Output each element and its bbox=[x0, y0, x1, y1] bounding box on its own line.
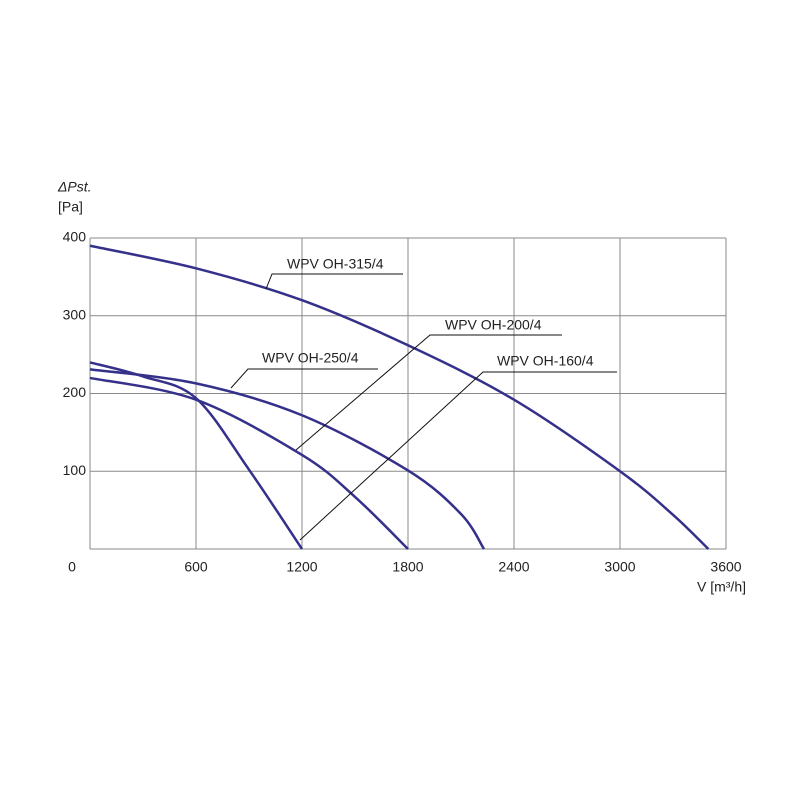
x-tick-label: 1800 bbox=[392, 559, 423, 575]
y-tick-label: 100 bbox=[63, 462, 87, 478]
label-leader bbox=[265, 273, 403, 290]
y-tick-label: 200 bbox=[63, 384, 87, 400]
fan-curve bbox=[89, 244, 710, 550]
label-leader bbox=[230, 368, 378, 389]
x-tick-label: 0 bbox=[68, 559, 76, 575]
y-axis-label: ΔPst. bbox=[57, 179, 92, 195]
x-tick-label: 2400 bbox=[498, 559, 529, 575]
x-tick-label: 1200 bbox=[286, 559, 317, 575]
x-tick-label: 3000 bbox=[604, 559, 635, 575]
label-leader bbox=[295, 334, 562, 451]
series-label: WPV OH-160/4 bbox=[497, 353, 594, 369]
label-leader bbox=[299, 371, 617, 541]
fan-curve bbox=[89, 376, 409, 550]
series-label: WPV OH-200/4 bbox=[445, 317, 542, 333]
x-axis-label: V [m³/h] bbox=[697, 579, 746, 595]
fan-curve bbox=[89, 368, 486, 550]
y-axis-unit: [Pa] bbox=[58, 199, 83, 215]
fan-curve bbox=[89, 361, 304, 550]
series-label: WPV OH-315/4 bbox=[287, 256, 384, 272]
series-label: WPV OH-250/4 bbox=[262, 350, 359, 366]
y-tick-label: 400 bbox=[63, 229, 87, 245]
x-tick-label: 3600 bbox=[710, 559, 741, 575]
y-tick-label: 300 bbox=[63, 306, 87, 322]
x-tick-label: 600 bbox=[184, 559, 208, 575]
